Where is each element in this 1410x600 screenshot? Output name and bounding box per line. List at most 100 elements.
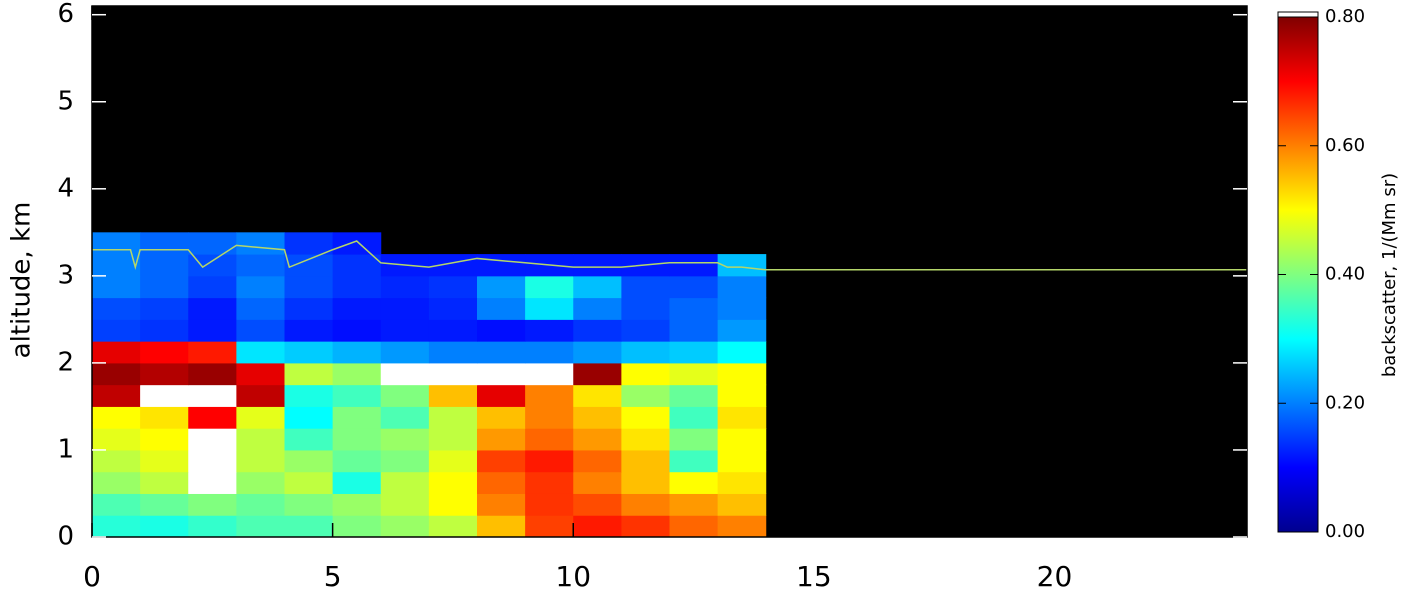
x-tick-label: 10 (555, 560, 591, 593)
heatmap-cell (332, 362, 382, 386)
heatmap-cell (621, 362, 670, 386)
heatmap-cell (332, 297, 382, 320)
heatmap-cell (284, 254, 334, 277)
heatmap-cell (669, 341, 719, 364)
heatmap-cell (236, 275, 285, 299)
heatmap-cell (717, 297, 767, 320)
heatmap-cell (188, 515, 237, 538)
heatmap-cell (236, 406, 285, 429)
heatmap-cell (140, 449, 189, 473)
heatmap-cell (621, 493, 670, 516)
heatmap-cell (477, 493, 526, 516)
heatmap-cell (188, 275, 237, 299)
heatmap-cell (477, 362, 526, 386)
heatmap-cell (428, 515, 478, 538)
heatmap-cell (573, 449, 622, 473)
heatmap-cell (669, 254, 719, 277)
heatmap-cell (669, 428, 719, 451)
heatmap-cell (669, 362, 719, 386)
heatmap-cell (236, 493, 285, 516)
heatmap-cell (477, 428, 526, 451)
heatmap-cell (428, 341, 478, 364)
heatmap-cell (621, 297, 670, 320)
heatmap-cell (669, 384, 719, 407)
heatmap-cell (236, 341, 285, 364)
heatmap-cell (380, 471, 430, 494)
heatmap-cell (669, 493, 719, 516)
heatmap-cell (573, 254, 622, 277)
y-tick-label: 2 (57, 347, 74, 377)
heatmap-cell (284, 493, 334, 516)
heatmap-cell (188, 449, 237, 473)
heatmap-cell (284, 384, 334, 407)
heatmap-cell (188, 319, 237, 342)
heatmap-cell (428, 471, 478, 494)
heatmap-cell (525, 493, 574, 516)
heatmap-cell (332, 493, 382, 516)
heatmap-cell (332, 341, 382, 364)
y-tick-label: 1 (57, 434, 74, 464)
heatmap-cell (669, 406, 719, 429)
heatmap-cell (428, 449, 478, 473)
colorbar-label: backscatter, 1/(Mm sr) (1379, 173, 1400, 377)
heatmap-cell (525, 362, 574, 386)
heatmap-cell (621, 471, 670, 494)
heatmap-cell (621, 428, 670, 451)
heatmap-cell (236, 449, 285, 473)
heatmap-cell (477, 406, 526, 429)
heatmap-cell (332, 471, 382, 494)
heatmap-cell (92, 341, 141, 364)
heatmap-cell (525, 406, 574, 429)
y-tick-label: 5 (57, 86, 74, 116)
heatmap-cell (236, 471, 285, 494)
y-axis-label: altitude, km (7, 202, 37, 359)
heatmap-cell (236, 428, 285, 451)
heatmap-cell (717, 493, 767, 516)
heatmap-cell (236, 384, 285, 407)
heatmap-cell (332, 319, 382, 342)
y-tick-label: 0 (57, 522, 74, 552)
heatmap-cell (380, 515, 430, 538)
y-tick-label: 6 (57, 0, 74, 29)
heatmap-cell (92, 362, 141, 386)
heatmap-cell (573, 406, 622, 429)
heatmap-cell (188, 493, 237, 516)
heatmap-cell (380, 341, 430, 364)
heatmap-cell (669, 319, 719, 342)
heatmap-cell (380, 275, 430, 299)
x-tick-label: 20 (1037, 560, 1073, 593)
heatmap-cell (573, 493, 622, 516)
heatmap-cell (332, 232, 382, 255)
heatmap-cell (140, 384, 189, 407)
heatmap-cell (140, 428, 189, 451)
heatmap-cell (284, 471, 334, 494)
heatmap-cell (332, 515, 382, 538)
heatmap-cell (428, 384, 478, 407)
heatmap-cell (332, 449, 382, 473)
heatmap-cell (717, 275, 767, 299)
heatmap-cell (140, 341, 189, 364)
heatmap-cell (380, 428, 430, 451)
heatmap-cell (140, 254, 189, 277)
heatmap-cell (621, 275, 670, 299)
heatmap-cell (717, 471, 767, 494)
heatmap-cell (92, 254, 141, 277)
x-tick-label: 0 (83, 560, 101, 593)
heatmap-cell (717, 341, 767, 364)
heatmap-cell (92, 449, 141, 473)
heatmap-cell (188, 341, 237, 364)
heatmap-cell (188, 471, 237, 494)
heatmap-cell (380, 384, 430, 407)
heatmap-cell (140, 319, 189, 342)
heatmap-cell (525, 384, 574, 407)
heatmap-cell (428, 297, 478, 320)
heatmap-cell (236, 254, 285, 277)
heatmap-cell (380, 493, 430, 516)
heatmap-cell (236, 297, 285, 320)
heatmap-cell (284, 319, 334, 342)
heatmap-cell (717, 362, 767, 386)
heatmap-cell (477, 275, 526, 299)
heatmap-cell (717, 406, 767, 429)
heatmap-cell (717, 449, 767, 473)
